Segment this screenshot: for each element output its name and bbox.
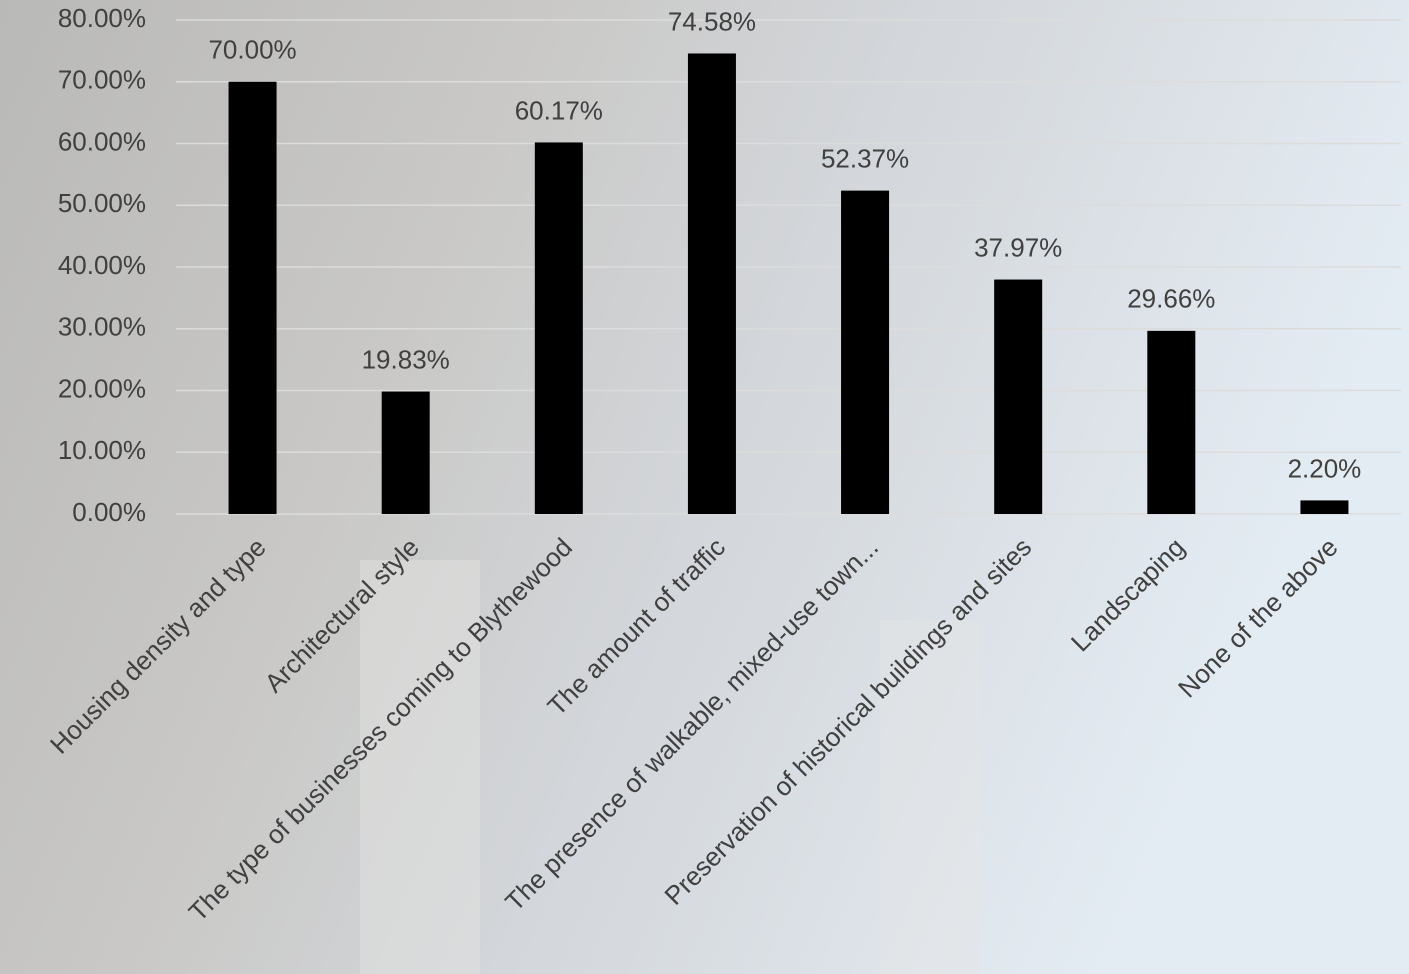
y-tick-label: 40.00%	[58, 250, 146, 280]
y-tick-label: 80.00%	[58, 3, 146, 33]
bar	[687, 53, 736, 514]
data-label: 37.97%	[974, 232, 1062, 262]
background-shape	[360, 560, 480, 974]
y-tick-label: 60.00%	[58, 126, 146, 156]
bar	[994, 279, 1043, 514]
bar	[534, 142, 583, 514]
y-tick-label: 30.00%	[58, 312, 146, 342]
data-label: 70.00%	[208, 35, 296, 65]
bar	[1300, 500, 1349, 514]
bar	[1147, 330, 1196, 514]
y-tick-label: 70.00%	[58, 65, 146, 95]
y-tick-label: 50.00%	[58, 188, 146, 218]
background-shape	[880, 620, 980, 974]
bar	[841, 190, 890, 515]
y-tick-label: 10.00%	[58, 435, 146, 465]
data-label: 29.66%	[1127, 284, 1215, 314]
data-label: 60.17%	[515, 95, 603, 125]
y-tick-label: 20.00%	[58, 373, 146, 403]
bar	[381, 391, 430, 514]
data-label: 74.58%	[668, 6, 756, 36]
data-label: 19.83%	[362, 344, 450, 374]
y-tick-label: 0.00%	[72, 497, 146, 527]
bar	[228, 81, 277, 514]
data-label: 2.20%	[1288, 453, 1362, 483]
data-label: 52.37%	[821, 143, 909, 173]
